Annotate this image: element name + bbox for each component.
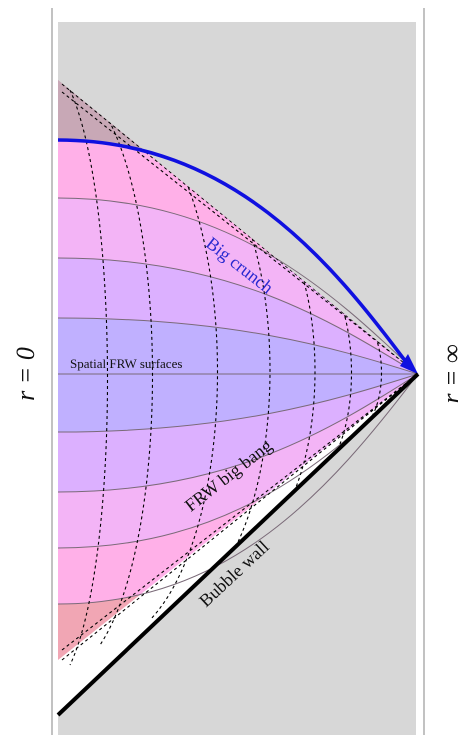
surface-line (57, 197, 419, 375)
dashed-line (209, 159, 271, 586)
dashed-line (61, 83, 418, 375)
region-band-bottom-1 (58, 374, 418, 604)
dashed-line (99, 104, 153, 646)
region-band-center (58, 318, 418, 432)
surface-line (57, 373, 419, 493)
dashed-line (61, 373, 418, 661)
region-band-top-1 (58, 140, 418, 374)
dashed-line (69, 89, 108, 666)
dashed-line (319, 269, 353, 476)
spatial-surfaces-label: Spatial FRW surfaces (70, 356, 182, 371)
surface-line (57, 373, 419, 433)
surface-line (57, 317, 419, 375)
region-band-bottom-2 (58, 374, 418, 548)
region-band-top-3 (58, 258, 418, 374)
origin-axis-label: r = 0 (11, 347, 40, 401)
crunch-arrow-icon (400, 354, 418, 374)
region-band-bottom-3 (58, 374, 418, 492)
surface-line (57, 373, 419, 605)
dashed-line (61, 91, 418, 375)
big-crunch-curve (57, 138, 408, 364)
surface-line (57, 257, 419, 375)
infinity-axis-label: r = ∞ (437, 344, 458, 403)
region-band-top-2 (58, 198, 418, 374)
bubble-wall-line (56, 372, 420, 717)
